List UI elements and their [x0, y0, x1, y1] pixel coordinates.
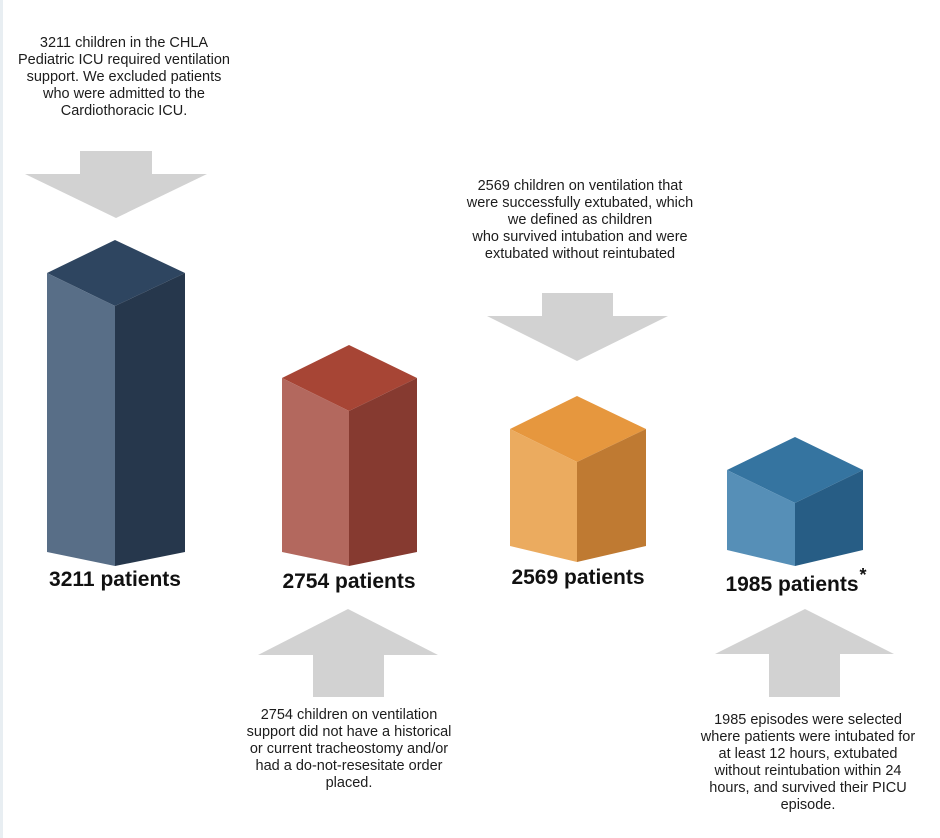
step-4-note: 1985 episodes were selected where patien…	[688, 712, 928, 814]
step-2-note-line: placed.	[325, 775, 373, 791]
step-2-note-line: or current tracheostomy and/or	[249, 741, 449, 757]
step-3-count-label: 2569 patients	[478, 566, 678, 590]
step-1-box	[47, 240, 185, 566]
step-4-up-arrow	[715, 609, 894, 697]
step-1-count-text: 3211 patients	[49, 568, 181, 591]
step-2-note-line: 2754 children on ventilation	[260, 707, 438, 723]
step-4-count-footnote-mark: *	[859, 565, 867, 585]
step-4-box-left-face	[727, 470, 795, 566]
step-2-box-right-face	[349, 378, 417, 566]
step-4-note-line: 1985 episodes were selected	[714, 712, 902, 728]
left-edge-rule	[0, 0, 3, 838]
step-2-note-line: support did not have a historical	[246, 724, 452, 740]
step-4-note-line: where patients were intubated for	[700, 729, 916, 745]
step-4-note-line: at least 12 hours, extubated	[718, 746, 898, 762]
step-1-box-top-face	[47, 240, 185, 306]
step-3-note-line: we defined as children	[507, 212, 653, 228]
step-1-note-line: 3211 children in the CHLA	[39, 35, 209, 51]
step-2-box-left-face	[282, 378, 349, 566]
step-2-count-label: 2754 patients	[249, 570, 449, 594]
step-4-note-line: hours, and survived their PICU	[709, 780, 907, 796]
step-3-down-arrow	[487, 293, 668, 361]
step-2-up-arrow	[258, 609, 438, 697]
step-1-note-line: support. We excluded patients	[26, 69, 222, 85]
step-4-note-line: episode.	[780, 797, 836, 813]
step-4-count-text: 1985 patients	[725, 573, 859, 596]
step-2-note-line: had a do-not-resesitate order	[255, 758, 443, 774]
step-1-note-line: Cardiothoracic ICU.	[60, 103, 188, 119]
step-3-note-line: extubated without reintubated	[484, 246, 676, 262]
step-4-count-label: 1985 patients*	[696, 565, 896, 597]
step-2-box-top-face	[282, 345, 417, 411]
step-3-box-top-face	[510, 396, 646, 462]
step-1-note: 3211 children in the CHLA Pediatric ICU …	[8, 35, 240, 120]
step-1-box-right-face	[115, 273, 185, 566]
step-1-box-left-face	[47, 273, 115, 566]
step-2-count-text: 2754 patients	[282, 570, 416, 593]
step-3-note-line: were successfully extubated, which	[466, 195, 694, 211]
step-3-count-text: 2569 patients	[511, 566, 645, 589]
step-2-note: 2754 children on ventilation support did…	[230, 707, 468, 792]
step-1-note-line: Pediatric ICU required ventilation	[18, 52, 230, 68]
step-1-down-arrow	[25, 151, 207, 218]
step-3-note-line: 2569 children on ventilation that	[477, 178, 683, 194]
step-1-note-line: who were admitted to the	[42, 86, 205, 102]
step-2-box	[282, 345, 417, 566]
step-3-note-line: who survived intubation and were	[472, 229, 688, 245]
step-3-box-right-face	[577, 429, 646, 562]
step-4-box-right-face	[795, 470, 863, 566]
step-4-note-line: without reintubation within 24	[714, 763, 902, 779]
step-3-note: 2569 children on ventilation that were s…	[440, 178, 720, 263]
step-3-box-left-face	[510, 429, 577, 562]
step-4-box	[727, 437, 863, 566]
step-1-count-label: 3211 patients	[15, 568, 215, 592]
step-3-box	[510, 396, 646, 562]
